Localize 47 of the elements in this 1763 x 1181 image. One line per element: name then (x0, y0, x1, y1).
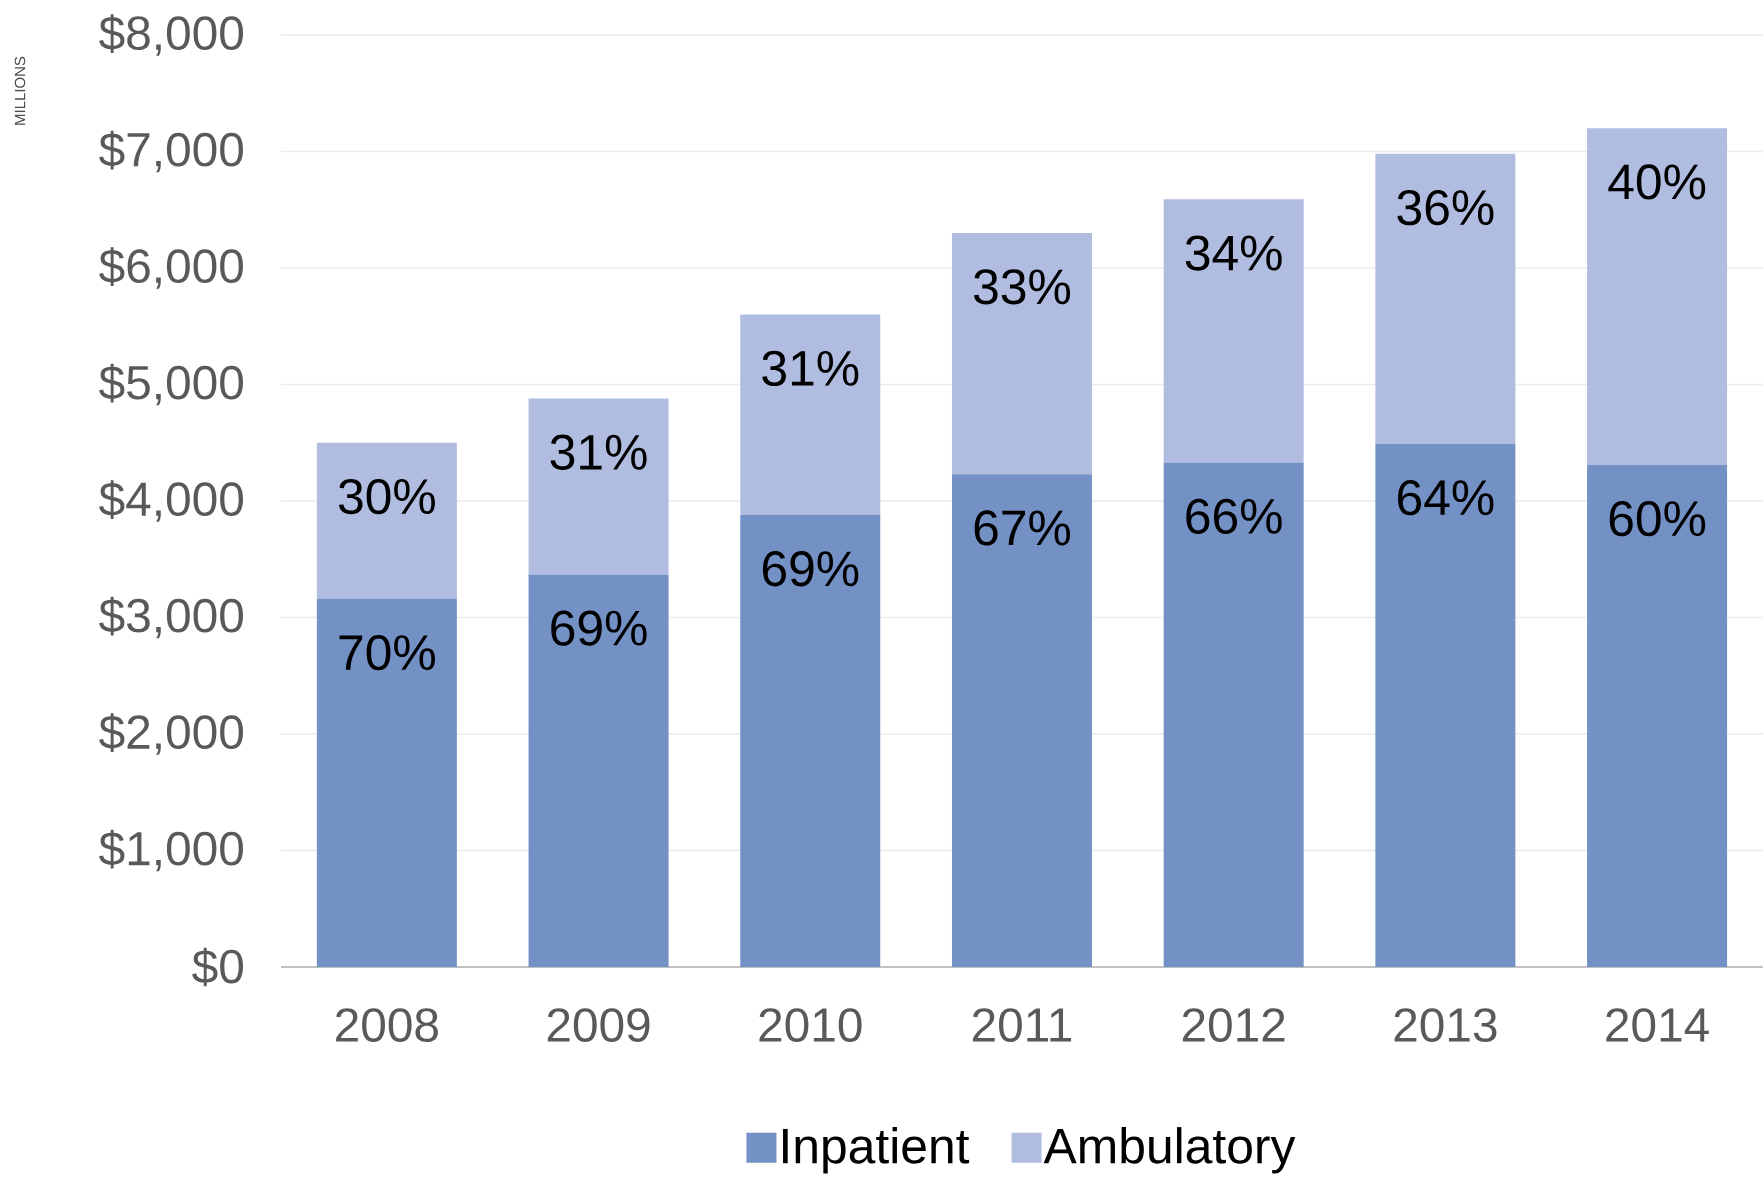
bar (316, 442, 457, 599)
bar (740, 314, 881, 515)
y-tick-label: $6,000 (99, 247, 243, 289)
bar (316, 598, 457, 967)
annotation: 70% (339, 634, 435, 671)
x-tick-label: 2012 (1182, 1008, 1285, 1042)
x-tick-label: 2008 (336, 1008, 438, 1042)
y-tick-label: $2,000 (99, 713, 243, 755)
bar (1375, 443, 1516, 967)
legend-label: Inpatient (783, 1127, 970, 1174)
annotation: 69% (762, 551, 859, 587)
annotation: 60% (1609, 501, 1706, 537)
x-tick-label: 2009 (547, 1008, 650, 1042)
annotation: 69% (551, 610, 647, 646)
y-tick-label: $7,000 (99, 130, 243, 173)
y-tick-label: $3,000 (99, 596, 243, 639)
bar (951, 474, 1092, 967)
y-tick-label: $4,000 (99, 480, 243, 522)
y-tick-label: $8,000 (99, 14, 243, 56)
bar (1163, 462, 1304, 967)
bar (1587, 128, 1728, 465)
y-axis-title: MILLIONS (14, 56, 26, 125)
y-tick-label: $0 (192, 947, 243, 987)
x-tick-label: 2013 (1394, 1008, 1497, 1042)
bar (740, 514, 881, 967)
bar (951, 233, 1092, 475)
x-tick-label: 2010 (759, 1008, 862, 1042)
annotation: 64% (1398, 480, 1494, 516)
annotation: 33% (974, 269, 1071, 305)
annotation: 66% (1186, 498, 1282, 534)
y-tick-label: $1,000 (99, 829, 243, 872)
y-tick-label: $5,000 (99, 363, 243, 406)
bar (528, 574, 669, 967)
bar (1587, 464, 1728, 967)
annotation: 36% (1397, 189, 1494, 226)
bar (1163, 199, 1304, 463)
bar (528, 398, 669, 575)
annotation: 34% (1185, 235, 1282, 271)
bar (1375, 153, 1516, 444)
annotation: 30% (338, 478, 435, 515)
annotation: 31% (550, 434, 647, 470)
annotation: 67% (974, 510, 1071, 546)
annotation: 31% (762, 350, 859, 386)
x-tick-label: 2014 (1606, 1008, 1709, 1042)
legend-label: Ambulatory (1043, 1127, 1296, 1174)
annotation: 40% (1608, 164, 1706, 200)
x-tick-label: 2011 (972, 1008, 1072, 1042)
